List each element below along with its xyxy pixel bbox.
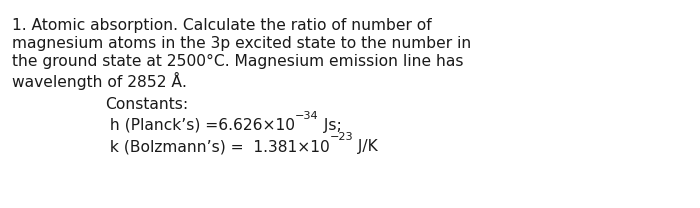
Text: h (Planck’s) =6.626×10: h (Planck’s) =6.626×10 <box>105 118 295 133</box>
Text: −34: −34 <box>295 111 318 121</box>
Text: 1. Atomic absorption. Calculate the ratio of number of: 1. Atomic absorption. Calculate the rati… <box>12 18 432 33</box>
Text: k (Bolzmann’s) =  1.381×10: k (Bolzmann’s) = 1.381×10 <box>105 139 330 154</box>
Text: −23: −23 <box>330 132 354 142</box>
Text: J/K: J/K <box>354 139 378 154</box>
Text: the ground state at 2500°C. Magnesium emission line has: the ground state at 2500°C. Magnesium em… <box>12 54 463 69</box>
Text: Constants:: Constants: <box>105 97 188 112</box>
Text: Js;: Js; <box>318 118 342 133</box>
Text: wavelength of 2852 Å.: wavelength of 2852 Å. <box>12 72 187 90</box>
Text: magnesium atoms in the 3p excited state to the number in: magnesium atoms in the 3p excited state … <box>12 36 471 51</box>
